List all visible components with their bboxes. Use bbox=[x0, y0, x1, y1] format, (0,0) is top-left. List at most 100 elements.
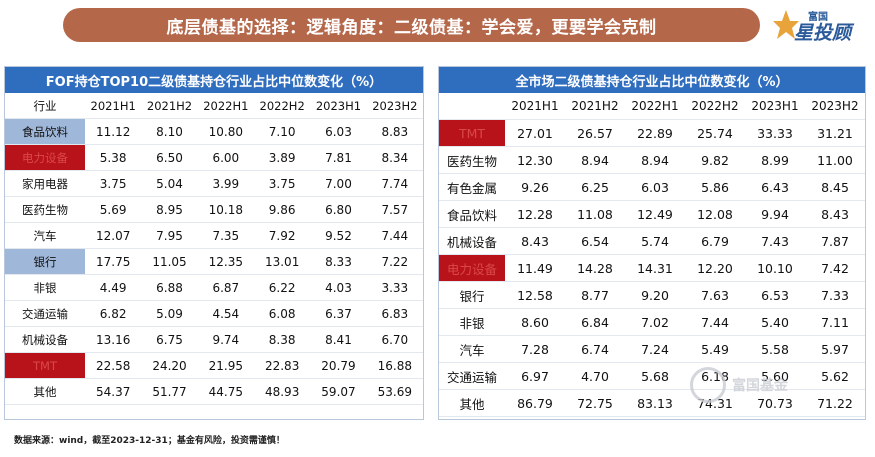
column-header: 2023H2 bbox=[366, 93, 423, 119]
table-row: 非银 4.49 6.88 6.87 6.22 4.03 3.33 bbox=[5, 274, 423, 301]
value-cell: 8.43 bbox=[505, 227, 565, 255]
value-cell: 8.95 bbox=[141, 196, 198, 223]
value-cell: 5.40 bbox=[745, 308, 805, 336]
table-row: TMT 22.58 24.20 21.95 22.83 20.79 16.88 bbox=[5, 352, 423, 379]
value-cell: 8.99 bbox=[745, 146, 805, 174]
table-row: 有色金属 9.26 6.25 6.03 5.86 6.43 8.45 bbox=[439, 173, 865, 201]
value-cell: 6.97 bbox=[505, 362, 565, 390]
table-row: 其他 86.79 72.75 83.13 74.31 70.73 71.22 bbox=[439, 389, 865, 417]
value-cell: 44.75 bbox=[197, 378, 254, 405]
table-row: 交通运输 6.82 5.09 4.54 6.08 6.37 6.83 bbox=[5, 300, 423, 327]
value-cell: 5.58 bbox=[745, 335, 805, 363]
value-cell: 9.26 bbox=[505, 173, 565, 201]
value-cell: 3.99 bbox=[197, 170, 254, 197]
value-cell: 20.79 bbox=[310, 352, 367, 379]
fof-industry-table: 行业 2021H1 2021H2 2022H1 2022H2 2023H1 20… bbox=[5, 93, 423, 405]
value-cell: 7.95 bbox=[141, 222, 198, 249]
value-cell: 9.82 bbox=[685, 146, 745, 174]
value-cell: 7.11 bbox=[805, 308, 865, 336]
value-cell: 7.92 bbox=[253, 222, 311, 249]
value-cell: 22.83 bbox=[253, 352, 311, 379]
value-cell: 16.88 bbox=[366, 352, 423, 379]
value-cell: 4.03 bbox=[310, 274, 367, 301]
industry-cell: 银行 bbox=[439, 281, 505, 309]
table-row: 食品饮料 11.12 8.10 10.80 7.10 6.03 8.83 bbox=[5, 118, 423, 145]
industry-cell: 医药生物 bbox=[439, 146, 505, 174]
watermark-text: 富国基金 bbox=[732, 378, 788, 394]
table-row: 医药生物 12.30 8.94 8.94 9.82 8.99 11.00 bbox=[439, 146, 865, 174]
star-logo-icon bbox=[773, 10, 799, 39]
industry-cell: 机械设备 bbox=[5, 326, 85, 353]
table-header-row: 2021H1 2021H2 2022H1 2022H2 2023H1 2023H… bbox=[439, 93, 865, 120]
value-cell: 10.10 bbox=[745, 254, 805, 282]
value-cell: 9.20 bbox=[625, 281, 685, 309]
value-cell: 5.49 bbox=[685, 335, 745, 363]
value-cell: 7.74 bbox=[366, 170, 423, 197]
value-cell: 8.77 bbox=[565, 281, 625, 309]
value-cell: 12.58 bbox=[505, 281, 565, 309]
value-cell: 8.94 bbox=[565, 146, 625, 174]
value-cell: 8.41 bbox=[310, 326, 367, 353]
page-title-banner: 底层债基的选择：逻辑角度：二级债基：学会爱，更要学会克制 bbox=[63, 8, 760, 42]
value-cell: 14.31 bbox=[625, 254, 685, 282]
value-cell: 8.45 bbox=[805, 173, 865, 201]
column-header: 2022H1 bbox=[197, 93, 254, 119]
table-header-row: 行业 2021H1 2021H2 2022H1 2022H2 2023H1 20… bbox=[5, 93, 423, 119]
value-cell: 3.75 bbox=[253, 170, 311, 197]
value-cell: 7.57 bbox=[366, 196, 423, 223]
value-cell: 10.18 bbox=[197, 196, 254, 223]
fof-table-title: FOF持仓TOP10二级债基持仓行业占比中位数变化（%） bbox=[5, 67, 423, 93]
value-cell: 6.84 bbox=[565, 308, 625, 336]
value-cell: 71.22 bbox=[805, 389, 865, 417]
value-cell: 8.34 bbox=[366, 144, 423, 171]
value-cell: 7.00 bbox=[310, 170, 367, 197]
value-cell: 31.21 bbox=[805, 119, 865, 147]
industry-cell: 电力设备 bbox=[439, 254, 505, 282]
industry-cell: 家用电器 bbox=[5, 170, 85, 197]
value-cell: 6.37 bbox=[310, 300, 367, 327]
value-cell: 33.33 bbox=[745, 119, 805, 147]
table-row: 医药生物 5.69 8.95 10.18 9.86 6.80 7.57 bbox=[5, 196, 423, 223]
table-row: 银行 17.75 11.05 12.35 13.01 8.33 7.22 bbox=[5, 248, 423, 275]
column-header: 2021H2 bbox=[141, 93, 198, 119]
value-cell: 6.43 bbox=[745, 173, 805, 201]
value-cell: 8.43 bbox=[805, 200, 865, 228]
value-cell: 4.49 bbox=[85, 274, 142, 301]
value-cell: 72.75 bbox=[565, 389, 625, 417]
table-row: 非银 8.60 6.84 7.02 7.44 5.40 7.11 bbox=[439, 308, 865, 336]
market-industry-table-panel: 全市场二级债基持仓行业占比中位数变化（%） 2021H1 2021H2 2022… bbox=[438, 66, 866, 420]
watermark-logo-icon bbox=[690, 367, 726, 403]
value-cell: 7.35 bbox=[197, 222, 254, 249]
industry-cell: 食品饮料 bbox=[5, 118, 85, 145]
value-cell: 54.37 bbox=[85, 378, 142, 405]
value-cell: 12.28 bbox=[505, 200, 565, 228]
column-header: 2021H1 bbox=[505, 93, 565, 120]
value-cell: 4.54 bbox=[197, 300, 254, 327]
value-cell: 12.35 bbox=[197, 248, 254, 275]
industry-cell: 其他 bbox=[5, 378, 85, 405]
value-cell: 12.08 bbox=[685, 200, 745, 228]
column-header: 2021H1 bbox=[85, 93, 142, 119]
value-cell: 12.07 bbox=[85, 222, 142, 249]
column-header: 2023H2 bbox=[805, 93, 865, 120]
value-cell: 8.10 bbox=[141, 118, 198, 145]
table-row: 汽车 7.28 6.74 7.24 5.49 5.58 5.97 bbox=[439, 335, 865, 363]
value-cell: 7.87 bbox=[805, 227, 865, 255]
value-cell: 11.49 bbox=[505, 254, 565, 282]
value-cell: 7.33 bbox=[805, 281, 865, 309]
value-cell: 5.86 bbox=[685, 173, 745, 201]
value-cell: 8.83 bbox=[366, 118, 423, 145]
value-cell: 14.28 bbox=[565, 254, 625, 282]
value-cell: 6.75 bbox=[141, 326, 198, 353]
value-cell: 5.09 bbox=[141, 300, 198, 327]
value-cell: 11.08 bbox=[565, 200, 625, 228]
column-header bbox=[439, 93, 505, 120]
value-cell: 8.94 bbox=[625, 146, 685, 174]
value-cell: 9.86 bbox=[253, 196, 311, 223]
value-cell: 3.75 bbox=[85, 170, 142, 197]
value-cell: 9.94 bbox=[745, 200, 805, 228]
value-cell: 13.16 bbox=[85, 326, 142, 353]
value-cell: 6.54 bbox=[565, 227, 625, 255]
table-row: 其他 54.37 51.77 44.75 48.93 59.07 53.69 bbox=[5, 378, 423, 405]
industry-cell: 汽车 bbox=[5, 222, 85, 249]
